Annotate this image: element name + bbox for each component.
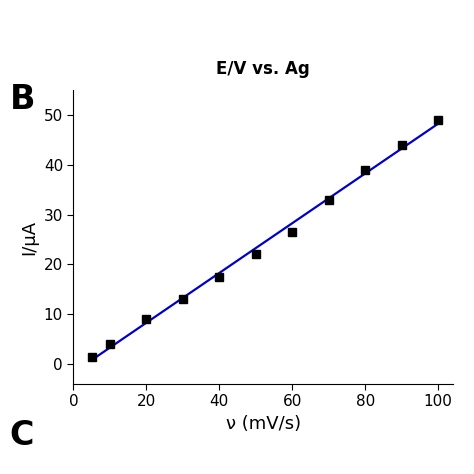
- Y-axis label: I/μA: I/μA: [20, 219, 38, 255]
- Text: E/V vs. Ag: E/V vs. Ag: [216, 60, 310, 78]
- X-axis label: ν (mV/s): ν (mV/s): [226, 415, 301, 433]
- Text: B: B: [9, 83, 35, 116]
- Text: C: C: [9, 419, 34, 453]
